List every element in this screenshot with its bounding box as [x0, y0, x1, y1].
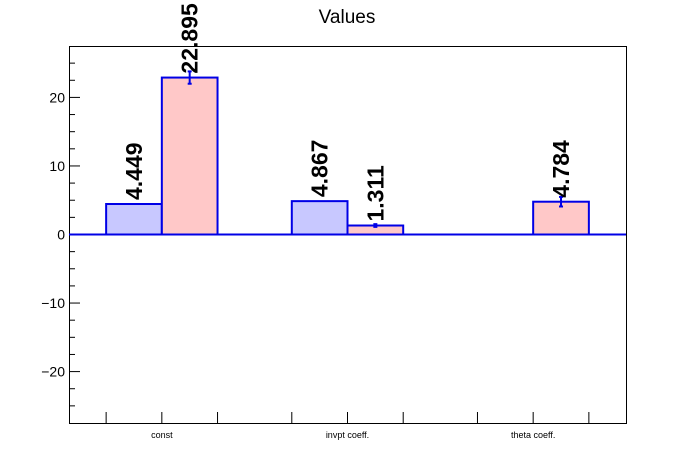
y-tick-label: −20 [41, 364, 65, 380]
bar [105, 203, 163, 236]
y-tick-label: 20 [49, 89, 65, 105]
value-labels-group: 4.449 4.867 22.895 1.311 4.784 [121, 3, 574, 222]
bar-value-label: 4.867 [307, 140, 333, 198]
chart-title: Values [319, 7, 376, 28]
x-category-label: theta coeff. [511, 430, 555, 440]
bar-value-label: 4.449 [121, 142, 147, 200]
bar-value-label: 22.895 [177, 3, 203, 74]
bar [160, 76, 219, 236]
y-tick-label: −10 [41, 295, 65, 311]
y-tick-label: 0 [57, 227, 65, 243]
bar [290, 200, 349, 236]
bar-value-label: 4.784 [548, 140, 574, 198]
x-category-label: invpt coeff. [326, 430, 369, 440]
axis-group: −20 −10 0 10 20 const invpt coeff. theta coeff. [41, 62, 590, 440]
bar-value-label: 1.311 [362, 165, 388, 221]
x-category-label: const [151, 430, 173, 440]
bars-group [69, 70, 626, 236]
y-tick-label: 10 [49, 158, 65, 174]
